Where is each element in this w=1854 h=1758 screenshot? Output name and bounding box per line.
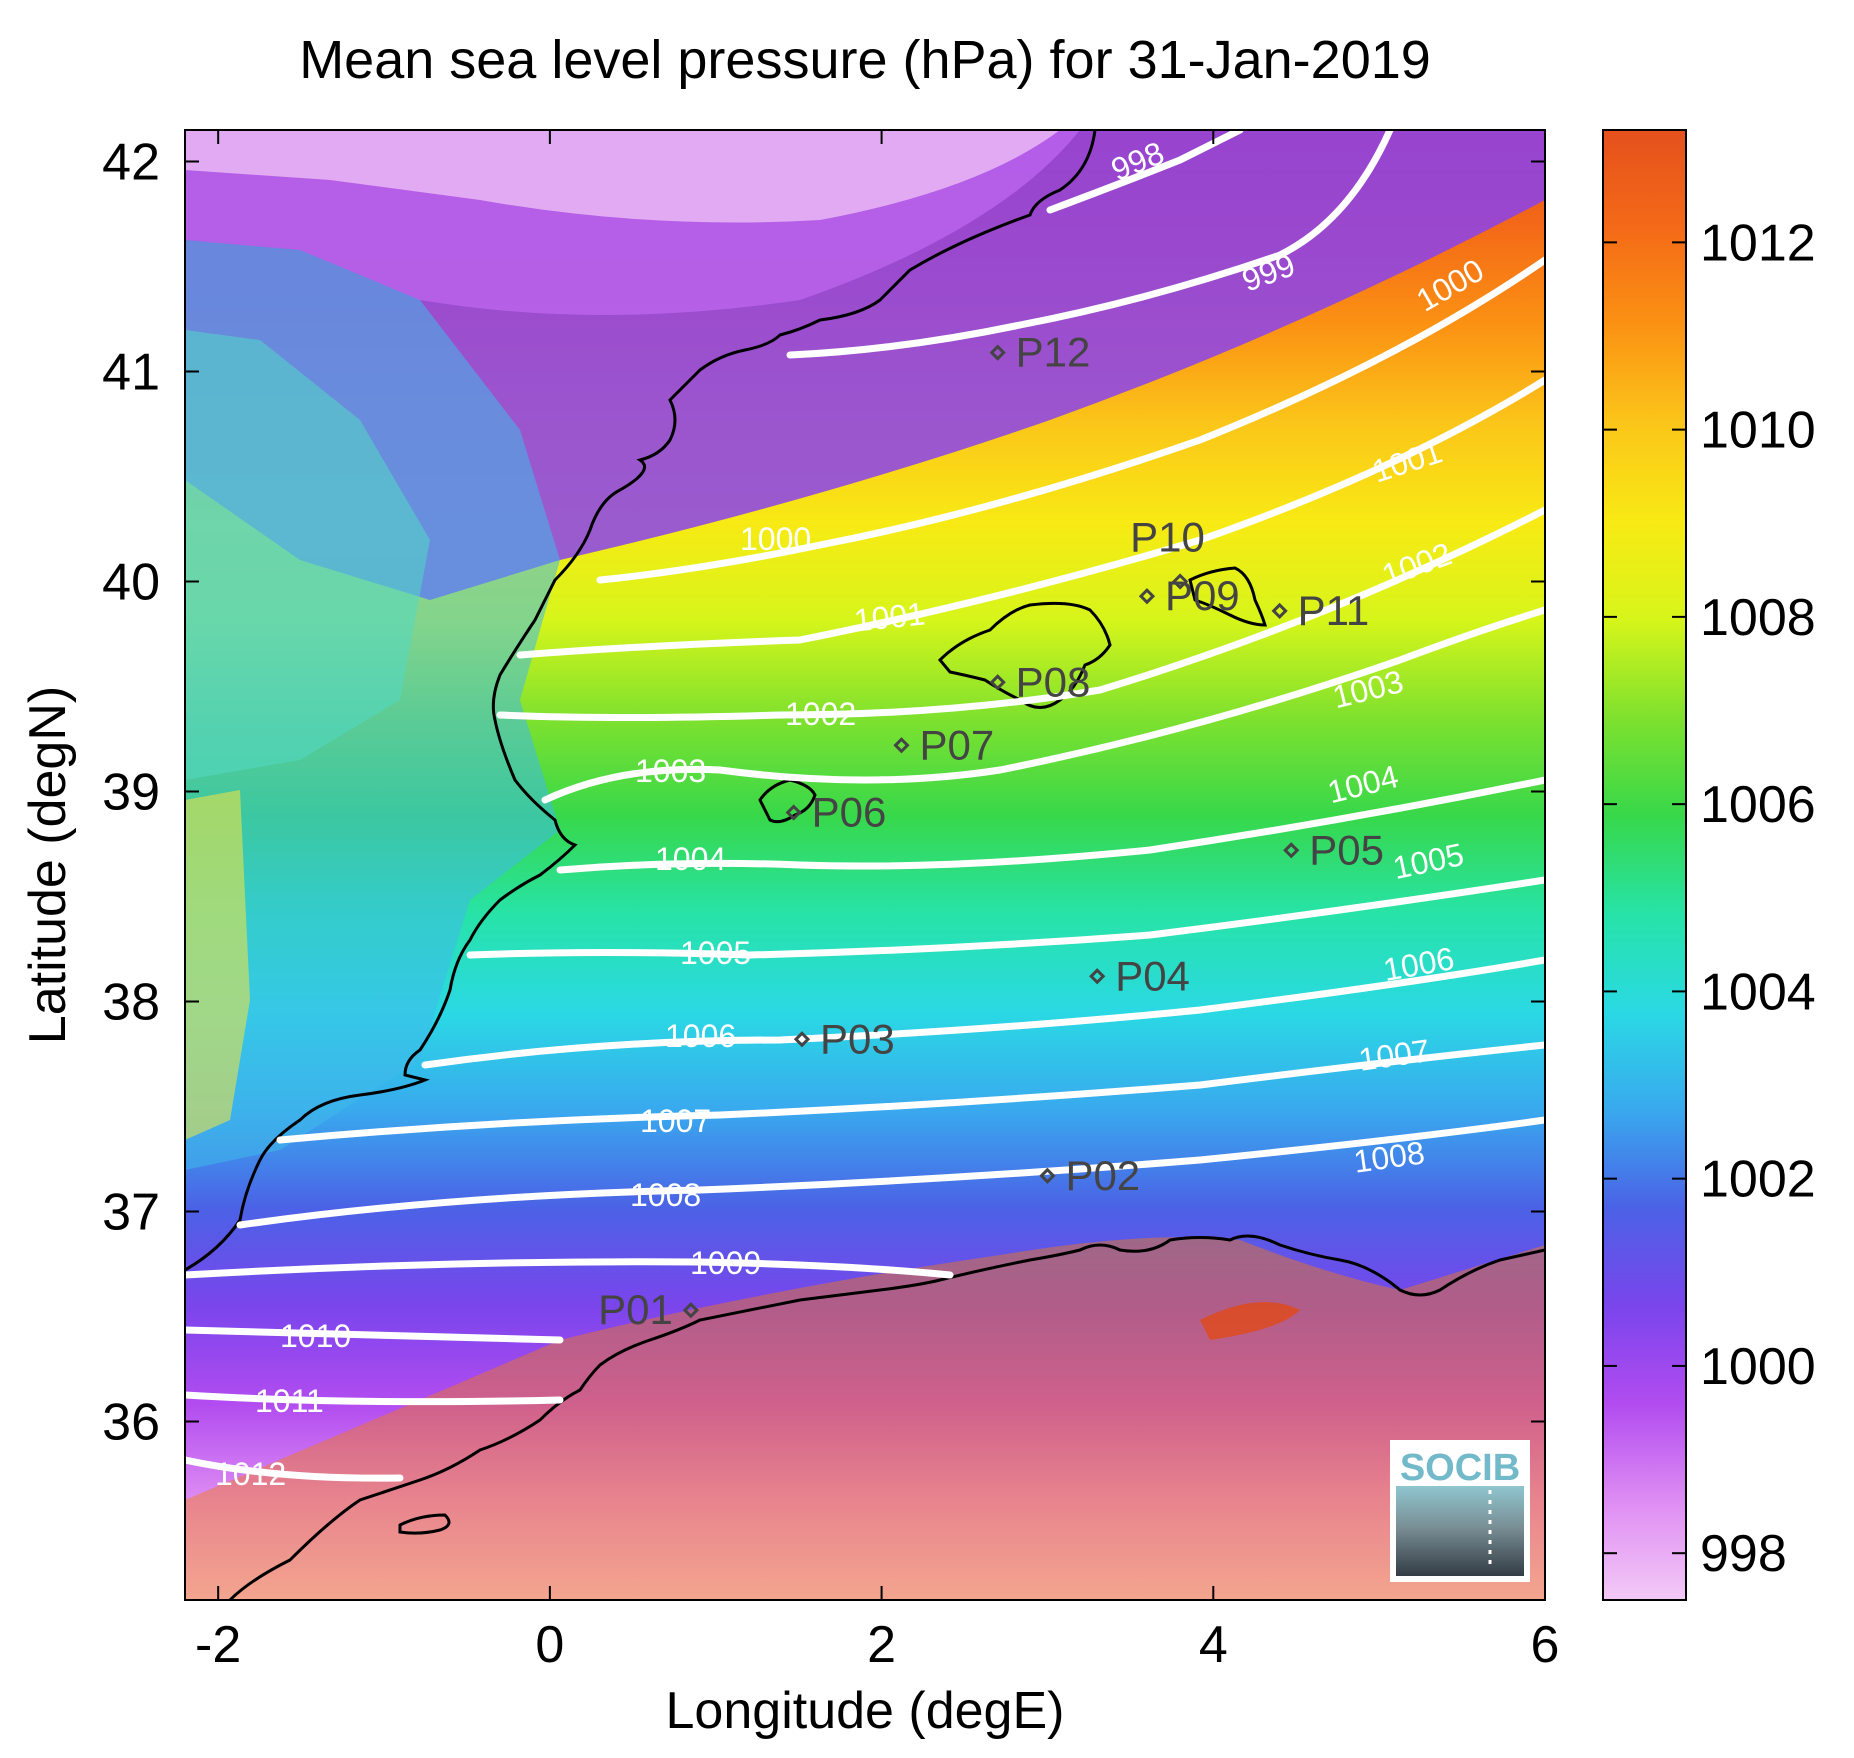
isobar-label: 1012 xyxy=(215,1456,286,1492)
y-axis: 42 41 40 39 38 37 36 xyxy=(102,134,1545,1452)
logo-image xyxy=(1396,1486,1524,1576)
isobar-label: 1001 xyxy=(852,595,927,638)
y-tick-label: 36 xyxy=(102,1394,160,1452)
station-label: P02 xyxy=(1065,1152,1140,1199)
x-axis: -2 0 2 4 6 xyxy=(195,130,1559,1674)
isobar-1000 xyxy=(596,256,1545,584)
alboran-coastline xyxy=(398,1513,451,1535)
colorbar-tick-label: 1004 xyxy=(1700,963,1816,1021)
isobar-label: 1000 xyxy=(740,521,811,557)
min-pressure-zone xyxy=(185,130,1060,223)
station-label: P07 xyxy=(919,721,994,768)
isobars xyxy=(185,130,1545,1482)
isobar-999 xyxy=(786,130,1394,359)
map-frame xyxy=(184,129,1546,1601)
station-label: P08 xyxy=(1016,658,1091,705)
iberia-land-south xyxy=(185,790,250,1140)
y-tick-label: 40 xyxy=(102,554,160,612)
map-area: 998 999 1000 1000 1001 1001 1002 1002 10… xyxy=(185,130,1545,1600)
africa-coastline xyxy=(228,1234,1545,1600)
isobar-label: 1002 xyxy=(785,696,856,732)
station-label: P03 xyxy=(820,1015,895,1062)
station-marker xyxy=(793,1031,811,1048)
colorbar-tick-label: 1006 xyxy=(1700,776,1816,834)
colorbar-tick-label: 1012 xyxy=(1700,214,1816,272)
isobar-label: 1003 xyxy=(635,753,706,789)
colorbar xyxy=(1602,129,1687,1601)
menorca-coastline xyxy=(1188,566,1268,627)
station-marker xyxy=(785,804,802,821)
station-label: P01 xyxy=(598,1286,673,1333)
isobar-1012 xyxy=(185,1456,404,1482)
isobar-label: 1009 xyxy=(690,1245,761,1281)
station-marker xyxy=(1283,842,1300,859)
station-marker xyxy=(1039,1167,1056,1184)
isobar-1007 xyxy=(276,1041,1545,1144)
station-label: P06 xyxy=(812,789,887,836)
station-label: P11 xyxy=(1298,587,1370,634)
station-marker xyxy=(893,737,910,754)
isobar-1010 xyxy=(185,1326,564,1344)
station-marker xyxy=(1138,588,1156,605)
colorbar-tick-label: 1002 xyxy=(1700,1151,1816,1209)
station-label: P12 xyxy=(1016,329,1091,376)
isobar-1005 xyxy=(466,876,1545,959)
isobar-label: 1006 xyxy=(665,1018,736,1054)
isobar-1003 xyxy=(541,606,1545,804)
isobar-1006 xyxy=(421,956,1545,1069)
colorbar-tick-label: 1010 xyxy=(1700,402,1816,460)
colorbar-tick-label: 1000 xyxy=(1700,1338,1816,1396)
station-marker xyxy=(1171,573,1189,590)
y-tick-label: 41 xyxy=(102,344,160,402)
isobar-1011 xyxy=(185,1391,564,1406)
station-marker xyxy=(1271,602,1288,620)
station-marker xyxy=(682,1302,699,1319)
x-tick-label: 0 xyxy=(535,1616,564,1674)
station-marker xyxy=(1089,968,1106,985)
y-tick-label: 42 xyxy=(102,134,160,192)
x-tick-label: -2 xyxy=(195,1616,241,1674)
x-tick-label: 2 xyxy=(867,1616,896,1674)
isobar-1001 xyxy=(516,376,1545,659)
isobar-label: 1005 xyxy=(680,935,751,971)
socib-logo: SOCIB xyxy=(1390,1440,1530,1582)
y-tick-label: 37 xyxy=(102,1184,160,1242)
station-label: P10 xyxy=(1130,514,1205,561)
iberia-land-plateau xyxy=(185,330,430,780)
ibiza-coastline xyxy=(758,778,817,824)
x-tick-label: 4 xyxy=(1199,1616,1228,1674)
map-title: Mean sea level pressure (hPa) for 31-Jan… xyxy=(299,30,1431,90)
isobar-1002 xyxy=(496,506,1545,721)
x-tick-label: 6 xyxy=(1531,1616,1560,1674)
colorbar-tick-label: 998 xyxy=(1700,1525,1787,1583)
station-marker xyxy=(989,674,1006,691)
colorbar-tick-label: 1008 xyxy=(1700,589,1816,647)
isobar-1004 xyxy=(556,776,1545,874)
isobar-label: 1011 xyxy=(255,1383,324,1419)
y-axis-label: Latitude (degN) xyxy=(19,686,77,1044)
isobar-1008 xyxy=(236,1116,1545,1229)
station-label: P05 xyxy=(1309,826,1384,873)
colorbar-ticks: 1012 1010 1008 1006 1004 1002 1000 998 xyxy=(1603,214,1816,1583)
isobar-label: 1004 xyxy=(655,841,726,877)
isobar-1009 xyxy=(185,1258,954,1279)
isobar-label: 1008 xyxy=(630,1177,701,1213)
isobar-label: 1007 xyxy=(640,1103,711,1139)
africa-ridge xyxy=(1200,1302,1300,1340)
logo-text: SOCIB xyxy=(1400,1447,1520,1489)
isobar-998 xyxy=(1046,130,1244,214)
station-marker xyxy=(989,344,1006,361)
iberia-coastline xyxy=(185,130,1097,1272)
isobar-label: 1010 xyxy=(280,1318,351,1354)
x-axis-label: Longitude (degE) xyxy=(666,1682,1065,1740)
y-tick-label: 38 xyxy=(102,974,160,1032)
station-label: P04 xyxy=(1115,952,1190,999)
y-tick-label: 39 xyxy=(102,764,160,822)
